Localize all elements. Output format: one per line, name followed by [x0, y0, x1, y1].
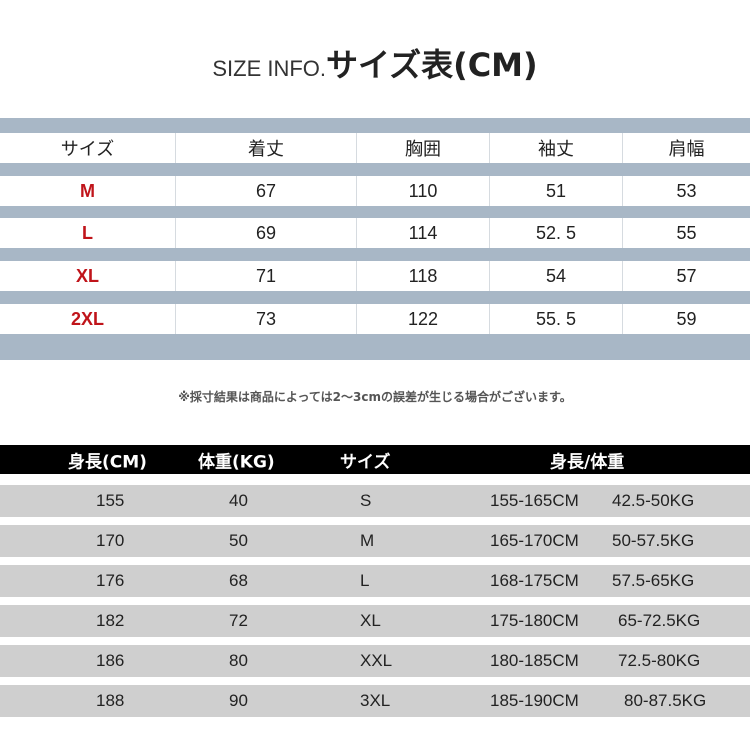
cell: 90	[229, 691, 248, 710]
cell: 185-190CM	[490, 691, 579, 710]
cell: XXL	[360, 651, 393, 670]
cell: 182	[96, 611, 125, 630]
cell: 55	[622, 218, 750, 248]
cell: 170	[96, 531, 125, 550]
cell: 118	[356, 261, 489, 291]
cell: 188	[96, 691, 125, 710]
table-row: 188 90 3XL 185-190CM 80-87.5KG	[0, 685, 750, 717]
cell: 72	[229, 611, 248, 630]
cell: M	[360, 531, 375, 550]
cell: 176	[96, 571, 125, 590]
cell: 165-170CM	[490, 531, 579, 550]
header-height-weight: 身長/体重	[550, 452, 625, 472]
header-size: サイズ	[340, 452, 391, 472]
cell: 110	[356, 176, 489, 206]
table-row: 155 40 S 155-165CM 42.5-50KG	[0, 485, 750, 517]
cell: 53	[622, 176, 750, 206]
divider	[0, 334, 750, 360]
divider	[0, 290, 750, 304]
divider	[0, 163, 750, 176]
cell: 73	[175, 304, 356, 334]
cell: 122	[356, 304, 489, 334]
cell: 80-87.5KG	[624, 691, 707, 710]
cell: 50-57.5KG	[612, 531, 695, 550]
cell: 180-185CM	[490, 651, 579, 670]
title-en: SIZE INFO.	[212, 56, 327, 81]
guide-table-header: 身長(CM) 体重(KG) サイズ 身長/体重	[0, 445, 750, 474]
cell: 42.5-50KG	[612, 491, 695, 510]
cell: 175-180CM	[490, 611, 579, 630]
cell: S	[360, 491, 372, 510]
cell: 72.5-80KG	[618, 651, 701, 670]
cell: 51	[489, 176, 622, 206]
table-row: 176 68 L 168-175CM 57.5-65KG	[0, 565, 750, 597]
cell: 68	[229, 571, 248, 590]
table-row: 186 80 XXL 180-185CM 72.5-80KG	[0, 645, 750, 677]
cell: 186	[96, 651, 125, 670]
table-row: M 67 110 51 53	[0, 176, 750, 206]
cell: 168-175CM	[490, 571, 579, 590]
title-jp: サイズ表(CM)	[326, 46, 538, 84]
table-row: XL 71 118 54 57	[0, 261, 750, 291]
cell: 54	[489, 261, 622, 291]
size-label: M	[80, 180, 95, 201]
table-row: 170 50 M 165-170CM 50-57.5KG	[0, 525, 750, 557]
size-label: L	[82, 222, 93, 243]
cell: 55. 5	[489, 304, 622, 334]
header-cell: サイズ	[60, 139, 115, 159]
cell: L	[360, 571, 370, 590]
cell: 65-72.5KG	[618, 611, 701, 630]
cell: 40	[229, 491, 248, 510]
header-cell: 胸囲	[356, 133, 489, 163]
cell: 71	[175, 261, 356, 291]
header-height: 身長(CM)	[68, 452, 147, 472]
divider	[0, 205, 750, 218]
cell: 114	[356, 218, 489, 248]
table-row: 182 72 XL 175-180CM 65-72.5KG	[0, 605, 750, 637]
header-row: サイズ 着丈 胸囲 袖丈 肩幅	[0, 133, 750, 163]
measurement-note: ※採寸結果は商品によっては2～3cmの誤差が生じる場合がございます。	[178, 390, 572, 404]
cell: 57	[622, 261, 750, 291]
header-cell: 肩幅	[622, 133, 750, 163]
cell: 80	[229, 651, 248, 670]
cell: 67	[175, 176, 356, 206]
table-row: L 69 114 52. 5 55	[0, 218, 750, 248]
header-cell: 着丈	[175, 133, 356, 163]
table-row: 2XL 73 122 55. 5 59	[0, 304, 750, 334]
header-weight: 体重(KG)	[198, 452, 275, 472]
cell: 155-165CM	[490, 491, 579, 510]
cell: 3XL	[360, 691, 391, 710]
cell: 57.5-65KG	[612, 571, 695, 590]
divider	[0, 118, 750, 133]
header-cell: 袖丈	[489, 133, 622, 163]
cell: 69	[175, 218, 356, 248]
cell: 155	[96, 491, 125, 510]
size-label: XL	[75, 265, 99, 286]
page-title: SIZE INFO.サイズ表(CM)	[0, 40, 750, 86]
cell: XL	[360, 611, 381, 630]
size-label: 2XL	[70, 308, 104, 329]
cell: 59	[622, 304, 750, 334]
cell: 52. 5	[489, 218, 622, 248]
cell: 50	[229, 531, 248, 550]
divider	[0, 247, 750, 261]
